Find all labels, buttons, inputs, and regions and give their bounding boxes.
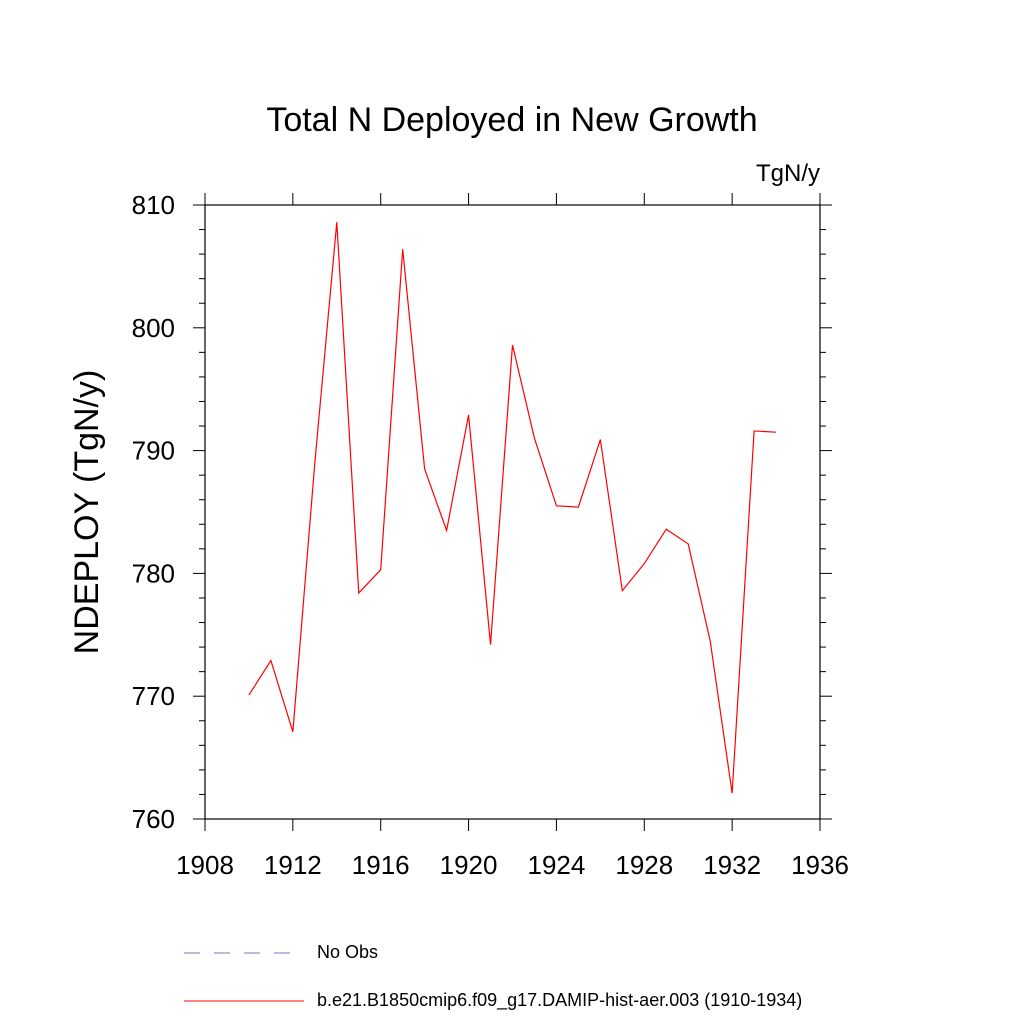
plot-frame <box>204 204 821 820</box>
x-tick-label: 1920 <box>440 850 498 880</box>
x-tick-label: 1936 <box>791 850 849 880</box>
x-tick-label: 1928 <box>615 850 673 880</box>
y-tick-label: 760 <box>132 804 175 834</box>
axis-ticks <box>193 193 832 831</box>
y-axis-label: NDEPLOY (TgN/y) <box>68 370 106 655</box>
x-tick-label: 1908 <box>176 850 234 880</box>
y-tick-label: 790 <box>132 436 175 466</box>
x-tick-label: 1912 <box>264 850 322 880</box>
units-label: TgN/y <box>756 160 820 187</box>
legend-label: b.e21.B1850cmip6.f09_g17.DAMIP-hist-aer.… <box>317 990 802 1011</box>
x-tick-label: 1916 <box>352 850 410 880</box>
y-tick-label: 770 <box>132 681 175 711</box>
chart-title: Total N Deployed in New Growth <box>266 101 757 139</box>
series-line <box>248 222 777 794</box>
x-tick-label: 1924 <box>528 850 586 880</box>
tick-labels: 1908 1912 1916 1920 1924 1928 1932 1936 760 770 78… <box>132 190 849 880</box>
y-tick-label: 810 <box>132 190 175 220</box>
legend: No Obs b.e21.B1850cmip6.f09_g17.DAMIP-his… <box>184 942 802 1011</box>
x-tick-label: 1932 <box>703 850 761 880</box>
y-tick-label: 780 <box>132 558 175 588</box>
legend-label: No Obs <box>317 942 378 962</box>
y-tick-label: 800 <box>132 313 175 343</box>
